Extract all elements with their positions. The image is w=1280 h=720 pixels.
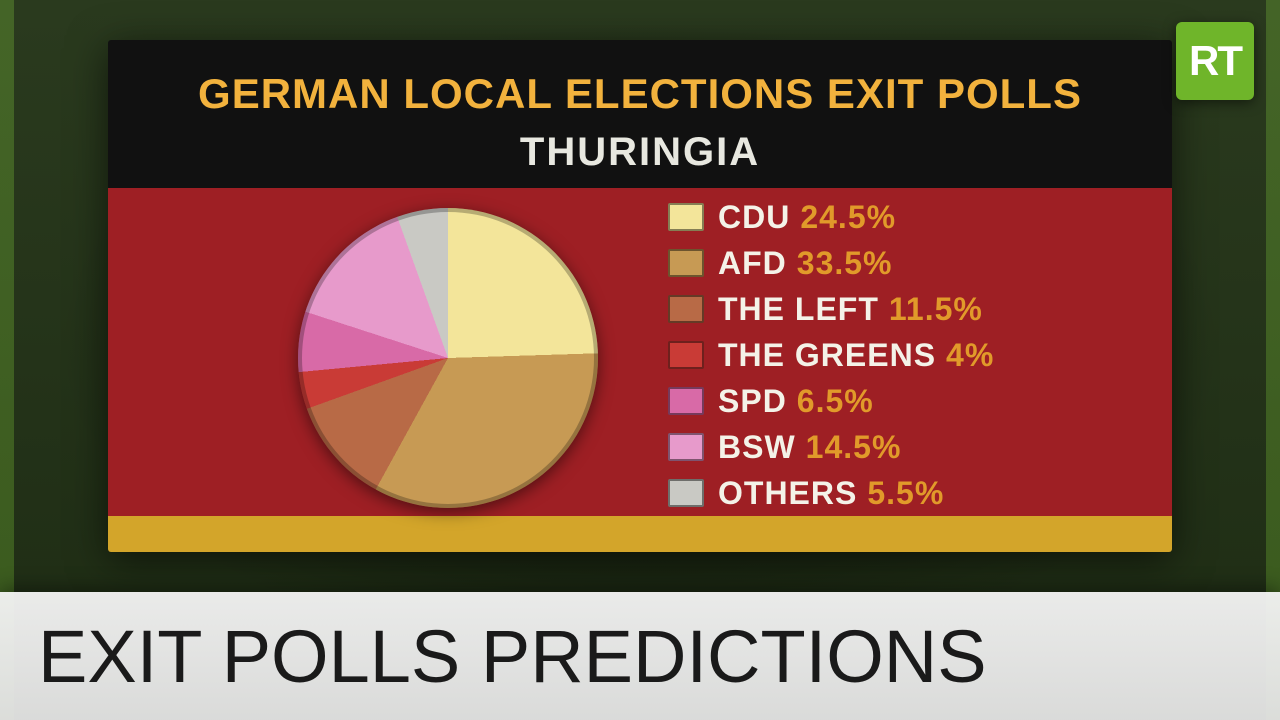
legend-row: THE LEFT 11.5%: [668, 286, 1148, 332]
legend-swatch: [668, 387, 704, 415]
legend-row: CDU 24.5%: [668, 194, 1148, 240]
legend-value: 14.5%: [806, 429, 902, 466]
region-title: THURINGIA: [108, 130, 1172, 175]
rt-logo-text: RT: [1189, 37, 1241, 85]
legend-value: 24.5%: [800, 199, 896, 236]
legend-swatch: [668, 249, 704, 277]
legend-value: 33.5%: [797, 245, 893, 282]
legend-label: SPD: [718, 383, 787, 420]
legend-row: OTHERS 5.5%: [668, 470, 1148, 516]
legend-swatch: [668, 433, 704, 461]
legend-row: SPD 6.5%: [668, 378, 1148, 424]
legend-label: THE GREENS: [718, 337, 936, 374]
legend-swatch: [668, 203, 704, 231]
legend-value: 5.5%: [867, 475, 944, 512]
legend: CDU 24.5% AFD 33.5% THE LEFT 11.5% THE GREENS 4…: [668, 194, 1148, 516]
legend-swatch: [668, 295, 704, 323]
legend-swatch: [668, 479, 704, 507]
legend-value: 4%: [946, 337, 994, 374]
legend-value: 6.5%: [797, 383, 874, 420]
legend-swatch: [668, 341, 704, 369]
legend-label: OTHERS: [718, 475, 857, 512]
legend-label: BSW: [718, 429, 796, 466]
flag-stripe-gold: [108, 516, 1172, 552]
pie-chart-graphic: [298, 208, 598, 508]
legend-row: AFD 33.5%: [668, 240, 1148, 286]
legend-label: AFD: [718, 245, 787, 282]
pie-chart: [298, 208, 598, 508]
lower-third-banner: EXIT POLLS PREDICTIONS: [0, 592, 1280, 720]
german-flag-panel: GERMAN LOCAL ELECTIONS EXIT POLLS THURIN…: [108, 40, 1172, 552]
legend-row: THE GREENS 4%: [668, 332, 1148, 378]
rt-logo: RT: [1176, 22, 1254, 100]
legend-label: CDU: [718, 199, 790, 236]
main-title: GERMAN LOCAL ELECTIONS EXIT POLLS: [108, 70, 1172, 118]
legend-row: BSW 14.5%: [668, 424, 1148, 470]
banner-text: EXIT POLLS PREDICTIONS: [38, 614, 987, 699]
legend-value: 11.5%: [889, 291, 983, 328]
legend-label: THE LEFT: [718, 291, 879, 328]
